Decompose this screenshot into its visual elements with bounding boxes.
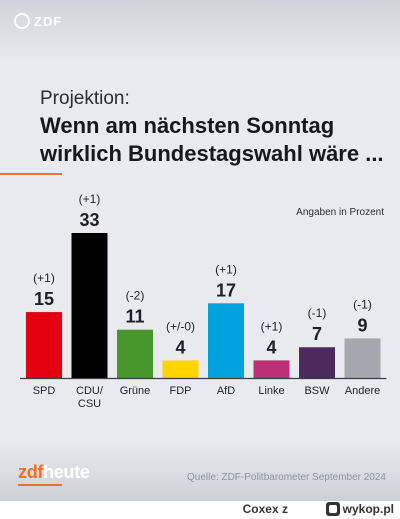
zdf-watermark-text: ZDF [34, 13, 63, 29]
category-label: CDU/ [76, 385, 104, 397]
bar-value-label: 4 [175, 337, 185, 357]
bar-change-label: (-2) [126, 289, 145, 303]
category-label: CSU [78, 398, 101, 410]
footer-band [0, 440, 400, 501]
category-label: Linke [258, 385, 284, 397]
credit-user: Coxex z [243, 502, 288, 516]
bar-value-label: 7 [312, 324, 322, 344]
bar [71, 233, 108, 378]
unit-note: Angaben in Prozent [296, 207, 384, 218]
bar [299, 347, 335, 378]
bar [344, 338, 381, 378]
bar [253, 360, 290, 378]
source-note: Quelle: ZDF-Politbarometer September 202… [187, 472, 386, 483]
poll-graphic: ZDF Projektion: Wenn am nächsten Sonntag… [0, 0, 400, 501]
credit-connector: z [282, 502, 288, 516]
kicker-label: Projektion: [40, 88, 130, 109]
category-label: Andere [345, 385, 380, 397]
headline: Wenn am nächsten Sonntag wirklich Bundes… [40, 112, 390, 168]
bar-value-label: 15 [34, 289, 54, 309]
logo-zdf-text: zdf [18, 462, 44, 482]
bar-change-label: (-1) [308, 306, 327, 320]
bar-chart: 15 (+1) SPD 33 (+1) CDU/CSU 11 (-2) Grüne 4 (+/-0)… [20, 192, 387, 410]
bar-value-label: 33 [79, 210, 99, 230]
bar [117, 329, 153, 378]
accent-rule [0, 173, 62, 175]
bar [162, 360, 199, 378]
wykop-site: wykop.pl [342, 502, 394, 516]
headline-line-2: wirklich Bundestagswahl wäre ... [40, 141, 384, 166]
wykop-brand[interactable]: wykop.pl [325, 502, 394, 516]
zdf-eye-icon [14, 13, 30, 29]
zdf-watermark-logo: ZDF [14, 12, 62, 30]
bar [208, 303, 244, 378]
header-band [0, 0, 400, 60]
bar-value-label: 4 [266, 337, 276, 357]
credit-username[interactable]: Coxex [242, 502, 279, 516]
credit-strip: Coxex z wykop.pl [0, 501, 400, 519]
bar [26, 312, 62, 378]
bar-change-label: (+1) [33, 271, 55, 285]
headline-line-1: Wenn am nächsten Sonntag [40, 113, 335, 138]
bar-change-label: (+1) [215, 262, 237, 276]
bar-change-label: (+1) [79, 192, 101, 206]
category-label: SPD [33, 385, 56, 397]
bar-value-label: 11 [125, 307, 144, 327]
category-label: FDP [170, 385, 192, 397]
wykop-icon [325, 502, 340, 516]
logo-underline [18, 484, 62, 486]
category-label: Grüne [120, 385, 151, 397]
logo-heute-text: heute [43, 462, 90, 482]
bar-change-label: (-1) [353, 297, 372, 311]
bar-change-label: (+/-0) [166, 319, 195, 333]
zdfheute-logo: zdfheute [18, 462, 90, 486]
bar-change-label: (+1) [261, 319, 283, 333]
bar-value-label: 17 [216, 280, 236, 300]
category-label: BSW [304, 385, 330, 397]
bar-value-label: 9 [357, 315, 367, 335]
category-label: AfD [217, 385, 235, 397]
